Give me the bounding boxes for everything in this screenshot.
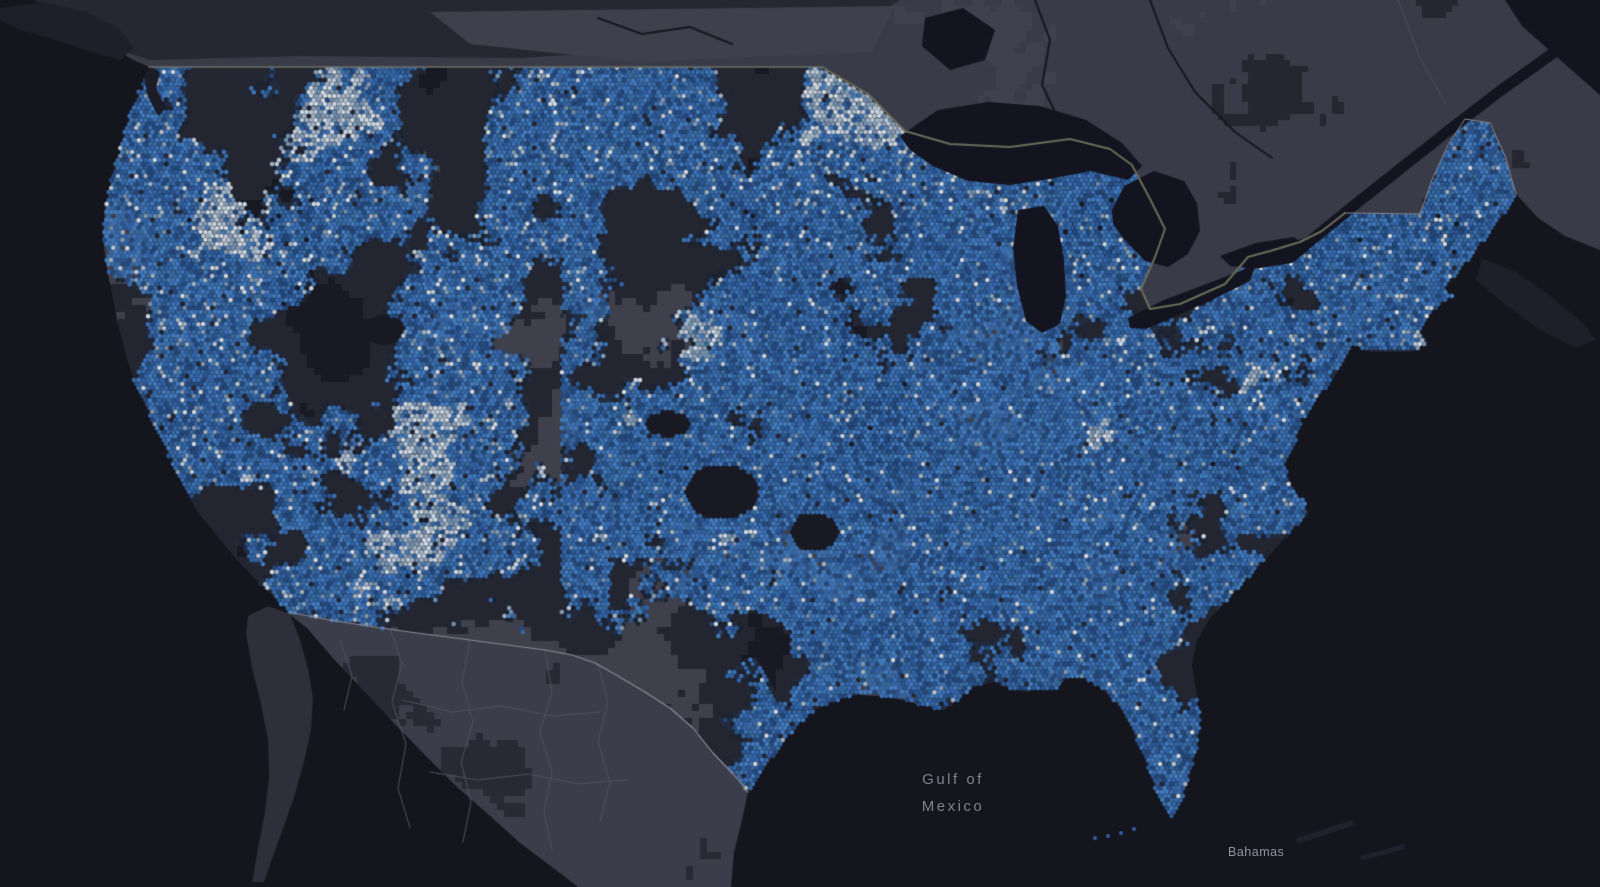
coverage-map-canvas[interactable] — [0, 0, 1600, 887]
map-viewport: Gulf of Mexico Bahamas — [0, 0, 1600, 887]
